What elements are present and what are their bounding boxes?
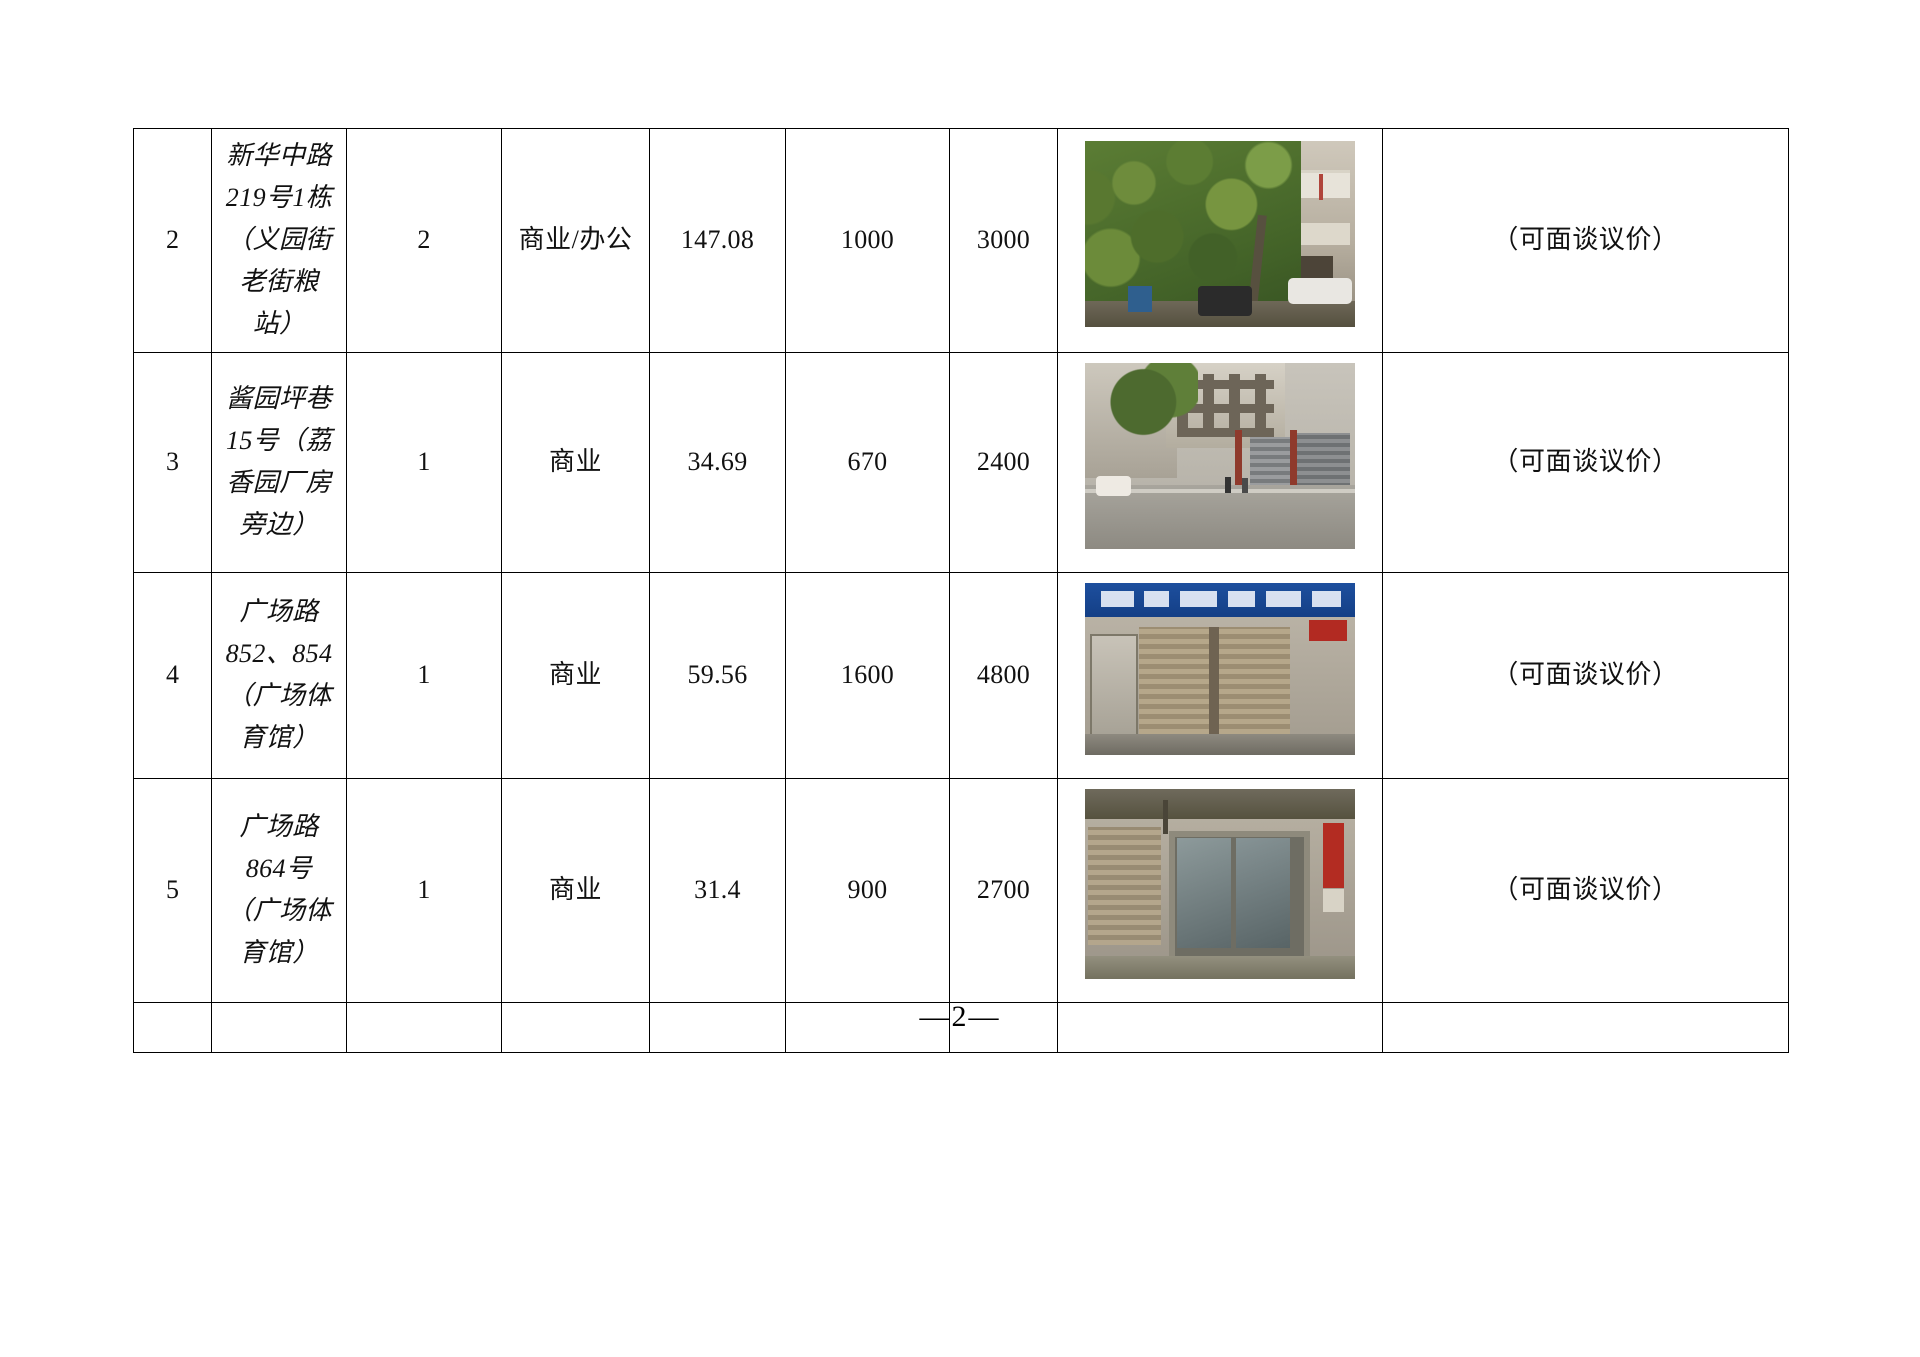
row-photo-cell (1057, 571, 1383, 779)
empty-cell (211, 1001, 347, 1053)
row-area: 147.08 (649, 128, 786, 353)
empty-cell (133, 1001, 212, 1053)
row-type: 商业 (501, 351, 650, 573)
row-price-high: 2400 (949, 351, 1058, 573)
row-address: 广场路864号（广场体育馆） (211, 777, 347, 1003)
empty-cell (346, 1001, 502, 1053)
row-address: 广场路852、854（广场体育馆） (211, 571, 347, 779)
row-note: （可面谈议价） (1382, 351, 1789, 573)
shopfront-blue-sign-photo (1085, 582, 1355, 755)
street-tree-apartment-photo (1085, 140, 1355, 327)
row-index: 3 (133, 351, 212, 573)
row-price-high: 4800 (949, 571, 1058, 779)
row-photo-cell (1057, 128, 1383, 353)
table-row: 3 酱园坪巷15号（荔香园厂房旁边） 1 商业 34.69 670 2400 (133, 351, 1789, 573)
table-row: 2 新华中路219号1栋（义园街老街粮站） 2 商业/办公 147.08 100… (133, 128, 1789, 353)
row-photo-cell (1057, 351, 1383, 573)
row-area: 31.4 (649, 777, 786, 1003)
row-quantity: 1 (346, 351, 502, 573)
row-price-high: 2700 (949, 777, 1058, 1003)
empty-cell (949, 1001, 1058, 1053)
row-quantity: 1 (346, 777, 502, 1003)
row-address: 新华中路219号1栋（义园街老街粮站） (211, 128, 347, 353)
row-type: 商业 (501, 777, 650, 1003)
table-row: 4 广场路852、854（广场体育馆） 1 商业 59.56 1600 4800 (133, 571, 1789, 779)
table-row-empty (133, 1001, 1789, 1053)
row-index: 4 (133, 571, 212, 779)
row-type: 商业 (501, 571, 650, 779)
row-note: （可面谈议价） (1382, 571, 1789, 779)
row-price-low: 1000 (785, 128, 950, 353)
page-number: —2— (919, 1000, 1001, 1033)
property-listing-table: 2 新华中路219号1栋（义园街老街粮站） 2 商业/办公 147.08 100… (133, 128, 1789, 1053)
row-note: （可面谈议价） (1382, 128, 1789, 353)
empty-cell (1382, 1001, 1789, 1053)
table-row: 5 广场路864号（广场体育馆） 1 商业 31.4 900 2700 (133, 777, 1789, 1003)
row-price-low: 670 (785, 351, 950, 573)
row-photo-cell (1057, 777, 1383, 1003)
empty-cell (649, 1001, 786, 1053)
shopfront-glass-door-photo (1085, 788, 1355, 979)
row-price-low: 900 (785, 777, 950, 1003)
row-area: 34.69 (649, 351, 786, 573)
row-index: 5 (133, 777, 212, 1003)
row-quantity: 2 (346, 128, 502, 353)
row-note: （可面谈议价） (1382, 777, 1789, 1003)
empty-cell (785, 1001, 950, 1053)
street-shutters-photo (1085, 362, 1355, 549)
row-address: 酱园坪巷15号（荔香园厂房旁边） (211, 351, 347, 573)
row-quantity: 1 (346, 571, 502, 779)
row-price-low: 1600 (785, 571, 950, 779)
empty-cell (1057, 1001, 1383, 1053)
listing-table-wrapper: 2 新华中路219号1栋（义园街老街粮站） 2 商业/办公 147.08 100… (133, 128, 1789, 1053)
row-type: 商业/办公 (501, 128, 650, 353)
row-index: 2 (133, 128, 212, 353)
row-area: 59.56 (649, 571, 786, 779)
row-price-high: 3000 (949, 128, 1058, 353)
